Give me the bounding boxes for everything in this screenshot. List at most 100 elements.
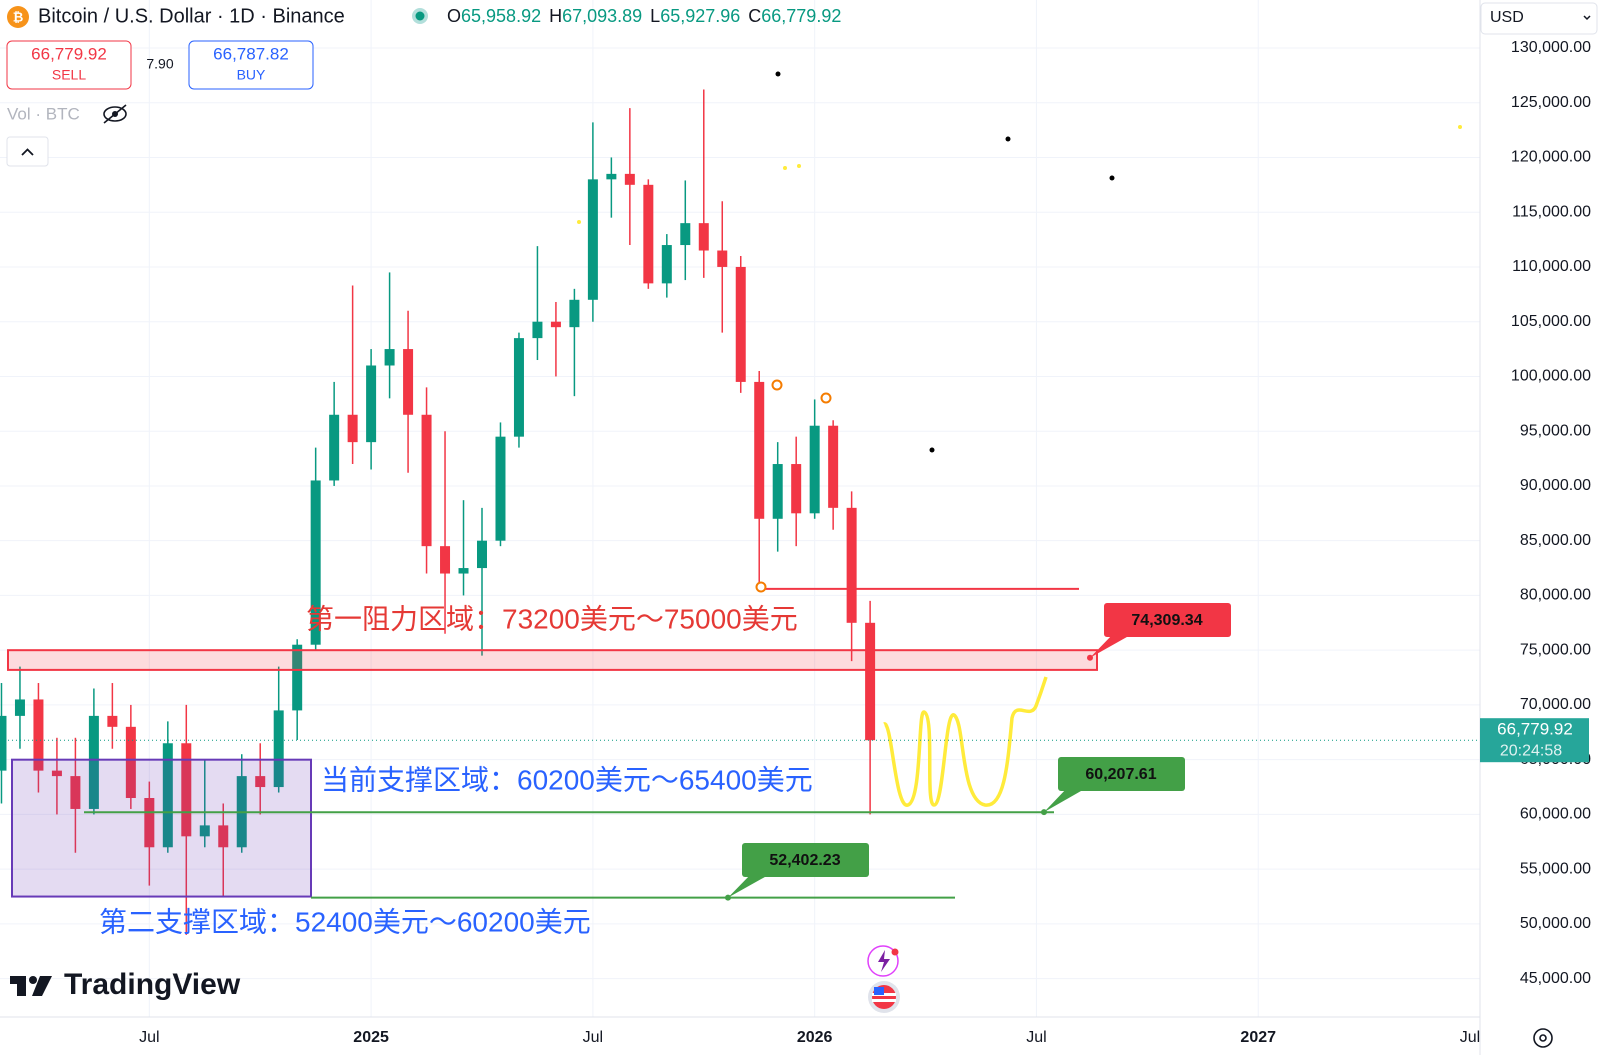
candle-body [865, 622, 876, 741]
candle-body [495, 436, 506, 541]
dot [797, 164, 801, 168]
dot [775, 71, 781, 77]
candle-body [329, 414, 340, 481]
price-tag-anchor [1041, 809, 1047, 816]
candle-body [624, 173, 635, 185]
y-tick-label: 130,000.00 [1511, 39, 1591, 56]
y-tick-label: 95,000.00 [1520, 422, 1591, 439]
last-price-label: 66,779.92 [1497, 720, 1573, 739]
pivot-marker [771, 379, 783, 391]
price-tag [1104, 603, 1231, 637]
btc-icon-glyph: ₿ [13, 9, 24, 24]
candle-body [0, 715, 7, 771]
y-tick-label: 50,000.00 [1520, 915, 1591, 932]
price-tag-pointer [1044, 787, 1088, 813]
candle-body [550, 321, 561, 328]
candle-body [717, 250, 728, 267]
dot [929, 447, 935, 453]
resistance-zone [7, 649, 1098, 671]
x-tick-label: 2025 [353, 1029, 389, 1046]
candle-body [513, 338, 524, 437]
buy-button[interactable] [188, 40, 314, 90]
x-tick-label: Jul [583, 1029, 603, 1046]
candle-body [162, 743, 173, 848]
countdown: 20:24:58 [1500, 742, 1562, 759]
candle-body [125, 726, 136, 799]
ohlc: O65,958.92 H67,093.89 L65,927.96 C66,779.92 [447, 6, 841, 26]
btc-icon [7, 6, 29, 28]
y-tick-label: 45,000.00 [1520, 970, 1591, 987]
candle-body [569, 299, 580, 328]
dot [783, 166, 787, 170]
dot [577, 220, 581, 224]
candle-body [70, 776, 81, 809]
pivot-marker [820, 392, 832, 404]
buy-price: 66,787.82 [213, 44, 289, 63]
price-tag [1058, 757, 1185, 791]
candle-body [680, 223, 691, 246]
logo [10, 976, 52, 996]
y-tick-label: 110,000.00 [1512, 258, 1591, 275]
candle-body [606, 173, 617, 180]
candle-body [476, 540, 487, 569]
candle-body [643, 184, 654, 284]
spread: 7.90 [146, 56, 173, 72]
candle-body [587, 179, 598, 300]
candle-body [421, 414, 432, 547]
y-tick-label: 100,000.00 [1511, 368, 1591, 385]
candle-body [199, 825, 210, 837]
x-tick-label: Jul [1460, 1029, 1480, 1046]
candle-body [88, 715, 99, 809]
last-price-box [1480, 718, 1589, 763]
dropdown-arrow [1583, 15, 1591, 21]
candle-body [772, 464, 783, 519]
dot [1109, 175, 1115, 181]
price-tag-label: 52,402.23 [769, 852, 840, 869]
support-box [11, 758, 312, 898]
settings-icon[interactable] [1533, 1028, 1553, 1048]
candle-body [846, 507, 857, 623]
dot [1458, 125, 1462, 129]
candle-body [791, 464, 802, 514]
dot [1005, 136, 1011, 142]
candle-body [51, 770, 62, 777]
y-tick-label: 85,000.00 [1520, 532, 1591, 549]
candle-body [458, 568, 469, 574]
y-tick-label: 60,000.00 [1520, 806, 1591, 823]
sell-label: SELL [52, 67, 86, 83]
volume-label: Vol · BTC [7, 104, 80, 123]
collapse-button[interactable] [6, 136, 49, 167]
price-tag-pointer [1090, 633, 1134, 658]
event-icons[interactable] [867, 945, 900, 1013]
currency-select-box[interactable] [1480, 2, 1598, 35]
y-tick-label: 70,000.00 [1520, 696, 1591, 713]
y-tick-label: 115,000.00 [1512, 203, 1591, 220]
x-tick-label: Jul [1026, 1029, 1046, 1046]
buy-label: BUY [237, 67, 266, 83]
price-tag-pointer [728, 873, 772, 898]
candle-body [144, 798, 155, 848]
support-label: 当前支撑区域：60200美元～65400美元 [321, 764, 813, 795]
candle-body [107, 715, 118, 727]
pivot-marker [755, 581, 767, 593]
sell-button[interactable] [6, 40, 132, 90]
candle-body [14, 699, 25, 716]
price-tag-label: 60,207.61 [1085, 766, 1156, 783]
candle-body [828, 425, 839, 508]
price-tag-anchor [1087, 654, 1093, 661]
symbol: Bitcoin / U.S. Dollar · 1D · Binance [38, 5, 345, 27]
candle-body [292, 644, 303, 711]
candle-body [440, 546, 451, 574]
currency: USD [1490, 9, 1524, 26]
sell-price: 66,779.92 [31, 44, 107, 63]
hide-icon[interactable] [103, 104, 127, 124]
y-tick-label: 55,000.00 [1520, 860, 1591, 877]
candle-body [181, 743, 192, 837]
support-label: 第二支撑区域：52400美元～60200美元 [99, 906, 591, 937]
projection-path [882, 676, 1048, 807]
resistance-label: 第一阻力区域：73200美元～75000美元 [306, 603, 798, 634]
y-tick-label: 75,000.00 [1520, 641, 1591, 658]
y-tick-label: 105,000.00 [1511, 313, 1591, 330]
y-tick-label: 80,000.00 [1520, 587, 1591, 604]
